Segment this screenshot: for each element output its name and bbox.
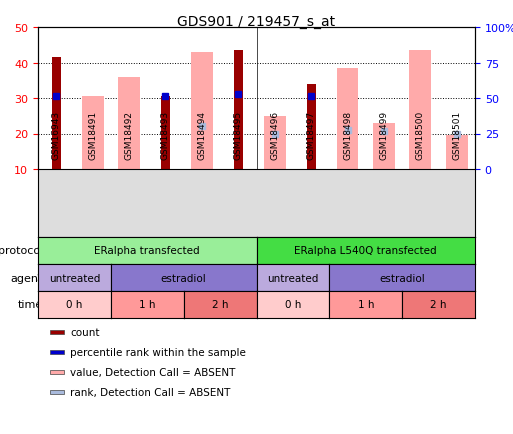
Text: untreated: untreated (267, 273, 319, 283)
Bar (373, 124, 395, 170)
Bar (337, 69, 359, 170)
Text: estradiol: estradiol (379, 273, 425, 283)
Text: agent: agent (11, 273, 43, 283)
Text: 2 h: 2 h (430, 300, 447, 310)
Text: 1 h: 1 h (358, 300, 374, 310)
Text: GDS901 / 219457_s_at: GDS901 / 219457_s_at (177, 15, 336, 29)
Bar (52, 58, 61, 170)
Text: untreated: untreated (49, 273, 100, 283)
Text: protocol: protocol (0, 246, 43, 256)
Bar (264, 116, 286, 170)
Text: estradiol: estradiol (161, 273, 207, 283)
Bar (234, 51, 243, 170)
Bar (50, 370, 64, 375)
Bar (409, 51, 431, 170)
Bar (118, 78, 140, 170)
Text: value, Detection Call = ABSENT: value, Detection Call = ABSENT (70, 367, 235, 377)
Bar (50, 350, 64, 355)
Bar (191, 53, 213, 170)
Bar (307, 85, 315, 170)
Text: ERalpha L540Q transfected: ERalpha L540Q transfected (294, 246, 437, 256)
Text: count: count (70, 327, 100, 337)
Bar (82, 97, 104, 170)
Text: 0 h: 0 h (66, 300, 83, 310)
Text: ERalpha transfected: ERalpha transfected (94, 246, 200, 256)
Text: percentile rank within the sample: percentile rank within the sample (70, 347, 246, 357)
Text: 0 h: 0 h (285, 300, 301, 310)
Text: time: time (18, 300, 43, 310)
Text: rank, Detection Call = ABSENT: rank, Detection Call = ABSENT (70, 387, 230, 397)
Bar (446, 136, 468, 170)
Bar (161, 97, 170, 170)
Text: 1 h: 1 h (139, 300, 155, 310)
Bar (50, 330, 64, 335)
Bar (50, 390, 64, 395)
Text: 2 h: 2 h (212, 300, 228, 310)
